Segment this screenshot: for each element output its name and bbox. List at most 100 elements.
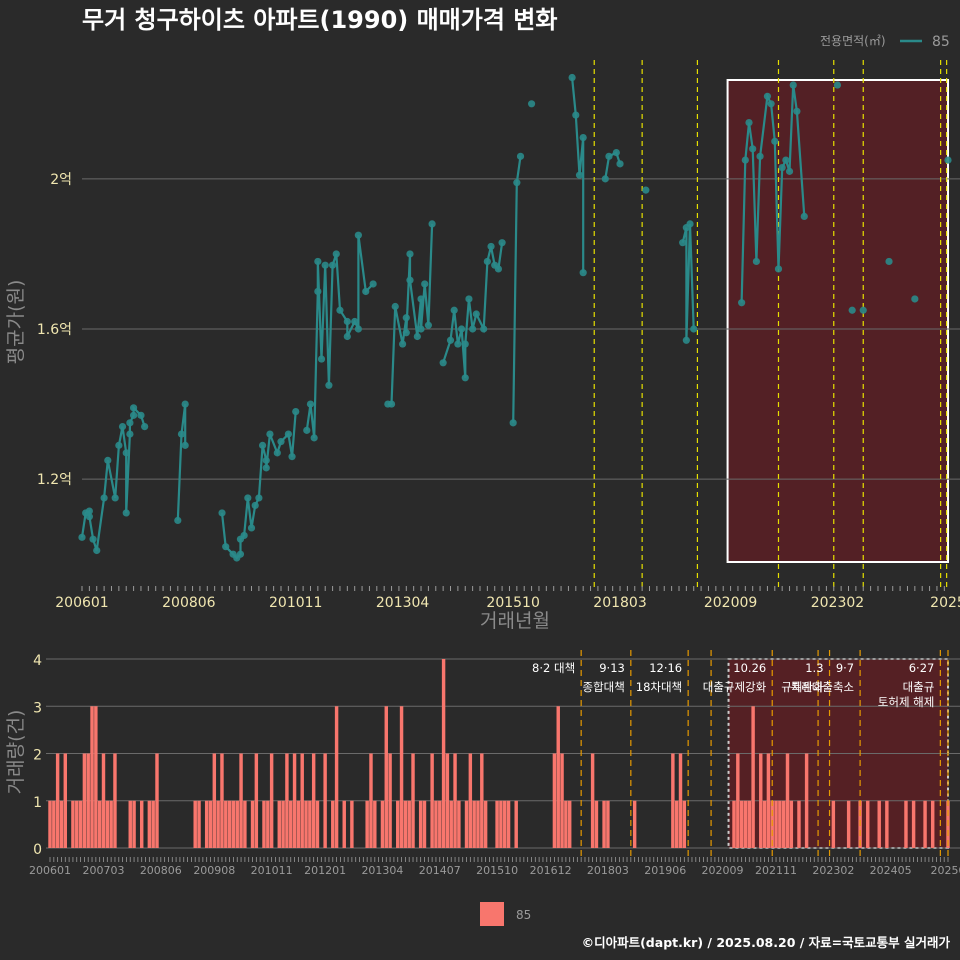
- x-tick-label: 200806: [162, 595, 216, 611]
- volume-bar: [804, 753, 809, 848]
- volume-bar: [220, 753, 224, 848]
- data-point: [752, 257, 760, 266]
- volume-bar: [269, 753, 274, 848]
- data-point: [763, 92, 772, 100]
- volume-bar: [911, 800, 916, 848]
- x-tick-label: 201011: [269, 595, 322, 611]
- data-point: [848, 306, 856, 314]
- series-line-segment: [442, 242, 504, 378]
- data-point: [328, 261, 337, 269]
- volume-bar: [212, 753, 217, 848]
- series-line-segment: [176, 403, 187, 521]
- y-tick-label: 1.2억: [37, 472, 72, 488]
- data-point: [218, 509, 226, 517]
- bottom-x-tick-label: 201304: [361, 864, 403, 877]
- data-point: [141, 422, 149, 431]
- data-point: [461, 340, 469, 348]
- volume-bar: [743, 800, 748, 848]
- volume-bar: [262, 800, 266, 848]
- volume-bar: [289, 800, 293, 848]
- bottom-x-tick-label: 201906: [644, 864, 686, 877]
- data-point: [785, 167, 794, 175]
- bottom-x-tick-label: 200703: [82, 864, 124, 877]
- data-point: [605, 152, 613, 160]
- volume-bar: [55, 753, 60, 848]
- volume-bar: [411, 753, 415, 848]
- volume-bar: [499, 800, 503, 848]
- bottom-y-axis-title: 거래량(건): [5, 710, 27, 795]
- volume-bar: [732, 800, 736, 848]
- volume-bar: [422, 800, 427, 848]
- volume-bar: [266, 800, 270, 848]
- bottom-x-tick-label: 202009: [702, 864, 744, 877]
- policy-name-label: 18차대책: [636, 680, 682, 694]
- volume-bar: [388, 753, 392, 848]
- volume-bar: [682, 800, 687, 848]
- volume-bar: [82, 753, 87, 848]
- x-tick-label: 202009: [704, 595, 757, 611]
- data-point: [321, 261, 329, 269]
- volume-bar: [281, 800, 285, 848]
- volume-bar: [373, 800, 377, 848]
- data-point: [480, 325, 488, 333]
- volume-bar: [52, 800, 56, 848]
- policy-name-label: 대출규: [903, 680, 935, 694]
- volume-bar: [331, 800, 335, 848]
- bottom-x-tick-label: 200806: [140, 864, 182, 877]
- volume-bar: [736, 753, 740, 848]
- series-line-segment: [387, 223, 434, 406]
- volume-bar: [678, 753, 683, 848]
- bottom-y-tick-label: 3: [33, 700, 42, 716]
- data-point: [306, 400, 315, 408]
- data-point: [93, 546, 101, 555]
- data-point: [516, 152, 525, 160]
- volume-bar: [63, 753, 68, 848]
- policy-name-label: 규제완화: [781, 680, 824, 694]
- x-tick-label: 201510: [486, 595, 539, 611]
- volume-bar: [254, 753, 259, 848]
- volume-bar: [323, 753, 327, 848]
- x-axis-title: 거래년월: [480, 610, 550, 632]
- bottom-legend-label: 85: [516, 908, 531, 922]
- volume-bar: [109, 800, 113, 848]
- data-point: [579, 133, 587, 142]
- volume-bar: [231, 800, 236, 848]
- policy-name-label: 대출규제강화: [703, 680, 767, 694]
- data-point: [122, 449, 130, 457]
- volume-bar: [128, 800, 132, 848]
- data-point: [129, 411, 138, 419]
- data-point: [498, 239, 506, 247]
- credit-text: ©디아파트(dapt.kr) / 2025.08.20 / 자료=국토교통부 실…: [582, 935, 951, 950]
- data-point: [774, 265, 783, 273]
- top-legend-title: 전용면적(㎡): [820, 34, 886, 48]
- bottom-panel: 0 1 2 3 4 거래량(건) 8·2 대책 9·13 종합대책 12·16 18차대책 10.26…: [5, 650, 960, 877]
- volume-bar: [197, 800, 201, 848]
- data-point: [421, 280, 429, 288]
- volume-bar: [193, 800, 197, 848]
- volume-bar: [292, 753, 297, 848]
- policy-date-label: 1.3: [805, 661, 823, 675]
- data-point: [767, 100, 775, 108]
- volume-bar: [441, 659, 446, 848]
- volume-bar: [48, 800, 52, 848]
- policy-date-label: 6·27: [909, 661, 935, 675]
- data-point: [911, 295, 919, 303]
- policy-name-label: 특례대출축소: [791, 680, 854, 694]
- bottom-x-tick-label: 201201: [304, 864, 346, 877]
- bottom-x-tick-label: 20250: [931, 864, 960, 877]
- volume-bar: [846, 800, 851, 848]
- volume-bar: [590, 753, 595, 848]
- volume-bar: [147, 800, 152, 848]
- x-tick-label: 202302: [811, 595, 864, 611]
- data-point: [782, 156, 790, 164]
- data-point: [325, 381, 333, 389]
- data-point: [406, 250, 414, 258]
- data-point: [402, 329, 410, 337]
- volume-bar: [747, 800, 752, 848]
- volume-bar: [369, 753, 373, 848]
- volume-bar: [204, 800, 209, 848]
- volume-bar: [885, 800, 889, 848]
- volume-bar: [506, 800, 511, 848]
- volume-bar: [71, 800, 75, 848]
